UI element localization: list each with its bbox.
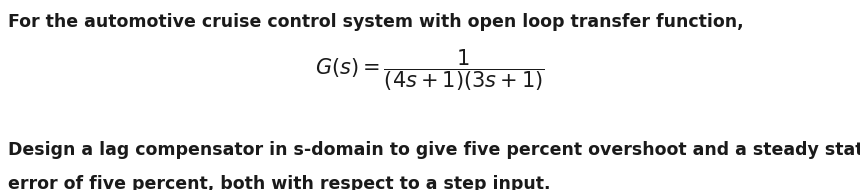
Text: $\mathit{G}(s) = \dfrac{1}{(4s + 1)(3s + 1)}$: $\mathit{G}(s) = \dfrac{1}{(4s + 1)(3s +…	[315, 48, 545, 93]
Text: For the automotive cruise control system with open loop transfer function,: For the automotive cruise control system…	[8, 13, 743, 31]
Text: error of five percent, both with respect to a step input.: error of five percent, both with respect…	[8, 175, 550, 190]
Text: Design a lag compensator in s-domain to give five percent overshoot and a steady: Design a lag compensator in s-domain to …	[8, 141, 860, 159]
